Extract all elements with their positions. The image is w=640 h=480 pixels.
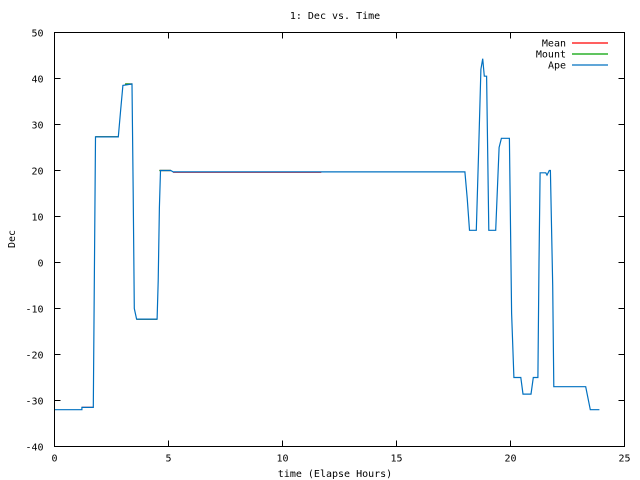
legend-label-mount: Mount <box>536 50 566 61</box>
chart-title: 1: Dec vs. Time <box>290 11 380 22</box>
x-tick-label: 20 <box>504 454 516 465</box>
legend-label-mean: Mean <box>542 39 566 50</box>
series-line-mean <box>81 83 322 408</box>
legend-label-ape: Ape <box>548 61 566 72</box>
x-tick-label: 25 <box>618 454 630 465</box>
y-tick-label: 0 <box>37 259 43 270</box>
x-tick-label: 15 <box>390 454 402 465</box>
y-tick-label: 30 <box>31 121 43 132</box>
x-axis-label: time (Elapse Hours) <box>278 469 392 480</box>
series-lines <box>54 58 600 411</box>
y-tick-label: -40 <box>25 443 43 454</box>
y-tick-label: -30 <box>25 397 43 408</box>
y-tick-label: 40 <box>31 75 43 86</box>
y-tick-label: 20 <box>31 167 43 178</box>
y-axis-label: Dec <box>7 230 18 248</box>
x-tick-label: 5 <box>165 454 171 465</box>
series-line-ape <box>54 58 600 411</box>
plot-frame <box>54 32 625 447</box>
y-tick-label: 50 <box>31 29 43 40</box>
y-tick-label: 10 <box>31 213 43 224</box>
x-tick-label: 0 <box>51 454 57 465</box>
x-tick-label: 10 <box>276 454 288 465</box>
y-tick-label: -10 <box>25 305 43 316</box>
y-tick-label: -20 <box>25 351 43 362</box>
